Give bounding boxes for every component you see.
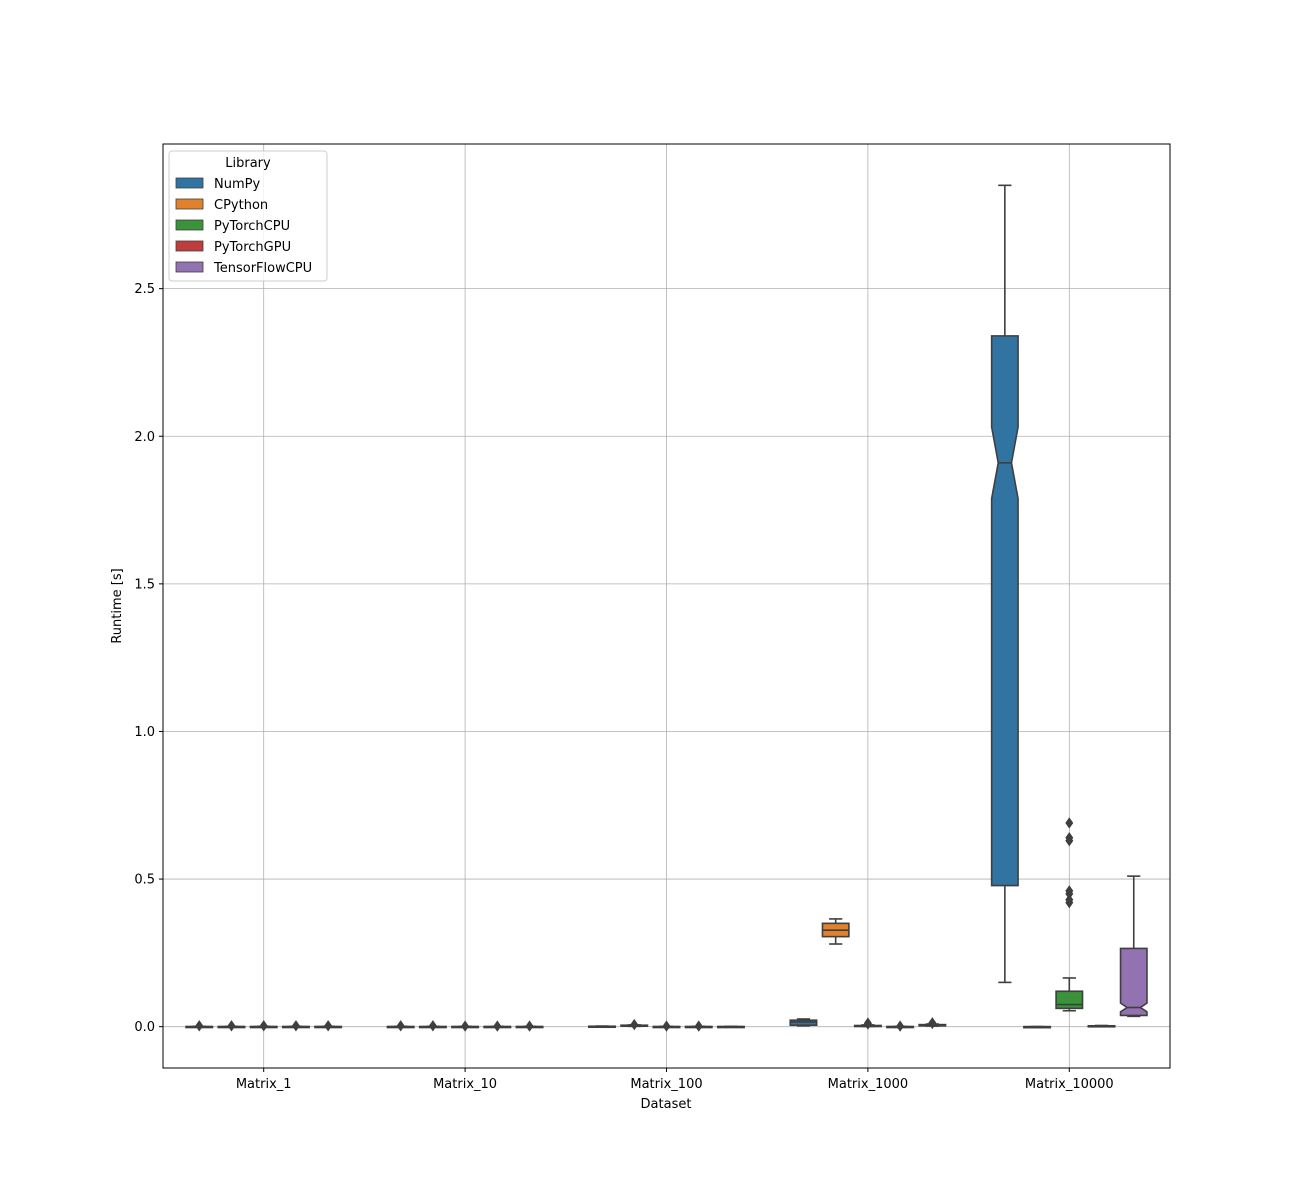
legend-swatch-tensorflowcpu — [175, 261, 204, 273]
x-tick-label-matrix-10: Matrix_10 — [433, 1077, 497, 1092]
box-cpython-matrix-10 — [418, 1020, 447, 1032]
legend-label-cpython: CPython — [214, 198, 268, 213]
legend-swatch-pytorchcpu — [175, 219, 204, 231]
box-pytorchgpu-matrix-100 — [684, 1020, 713, 1032]
box-pytorchcpu-matrix-100 — [652, 1020, 681, 1032]
legend-box — [168, 150, 328, 282]
x-tick-label-matrix-10000: Matrix_10000 — [1025, 1077, 1114, 1092]
outlier-point — [461, 1020, 470, 1032]
box-pytorchgpu-matrix-1000 — [886, 1020, 915, 1032]
y-tick-label: 1.0 — [134, 725, 155, 740]
box-numpy-matrix-100 — [588, 1025, 617, 1029]
box-pytorchcpu-matrix-10000 — [1055, 817, 1084, 1012]
box-tensorflowcpu-matrix-10000 — [1119, 875, 1148, 1018]
outlier-point — [493, 1020, 502, 1032]
outlier-point — [694, 1020, 703, 1032]
legend-title: Library — [225, 156, 271, 171]
legend-swatch-numpy — [175, 177, 204, 189]
legend-swatch-pytorchgpu — [175, 240, 204, 252]
y-tick-label: 1.5 — [134, 577, 155, 592]
legend-label-pytorchgpu: PyTorchGPU — [214, 240, 291, 255]
outlier-point — [1065, 894, 1074, 906]
box-body — [990, 335, 1019, 887]
box-cpython-matrix-100 — [620, 1018, 649, 1031]
outlier-point — [396, 1020, 405, 1032]
box-cpython-matrix-1 — [217, 1020, 246, 1032]
box-pytorchcpu-matrix-1 — [249, 1020, 278, 1032]
y-tick-label: 2.0 — [134, 430, 155, 445]
box-numpy-matrix-10000 — [990, 184, 1019, 984]
box-series — [185, 184, 1148, 1032]
box-pytorchgpu-matrix-10 — [483, 1020, 512, 1032]
box-tensorflowcpu-matrix-1 — [314, 1020, 343, 1032]
box-pytorchgpu-matrix-1 — [281, 1020, 310, 1032]
outlier-point — [896, 1020, 905, 1032]
box-tensorflowcpu-matrix-1000 — [918, 1017, 947, 1030]
legend: Library NumPy CPython PyTorchCPU PyTorchGPU… — [168, 150, 328, 282]
outlier-point — [195, 1020, 204, 1032]
x-axis-ticks: Matrix_1 Matrix_10 Matrix_100 Matrix_1000 Ma… — [236, 1068, 1114, 1092]
box-cpython-matrix-1000 — [821, 918, 850, 945]
box-pytorchcpu-matrix-1000 — [853, 1017, 882, 1030]
grid-lines — [163, 144, 1170, 1068]
box-numpy-matrix-1 — [185, 1020, 214, 1032]
outlier-point — [1065, 832, 1074, 844]
legend-swatch-cpython — [175, 198, 204, 210]
y-tick-label: 2.5 — [134, 282, 155, 297]
legend-label-tensorflowcpu: TensorFlowCPU — [213, 261, 312, 276]
box-pytorchcpu-matrix-10 — [451, 1020, 480, 1032]
box-tensorflowcpu-matrix-10 — [515, 1020, 544, 1032]
box-pytorchgpu-matrix-10000 — [1087, 1024, 1116, 1028]
outlier-point — [428, 1020, 437, 1032]
outlier-point — [863, 1017, 872, 1029]
outlier-point — [227, 1020, 236, 1032]
y-tick-label: 0.5 — [134, 873, 155, 888]
outlier-point — [259, 1020, 268, 1032]
box-body — [1119, 947, 1148, 1017]
x-tick-label-matrix-1: Matrix_1 — [236, 1077, 292, 1092]
box-numpy-matrix-1000 — [789, 1018, 818, 1027]
outlier-point — [324, 1020, 333, 1032]
box-cpython-matrix-10000 — [1023, 1025, 1052, 1029]
y-axis-label: Runtime [s] — [110, 568, 125, 643]
outlier-point — [630, 1018, 639, 1031]
box-numpy-matrix-10 — [386, 1020, 415, 1032]
x-tick-label-matrix-100: Matrix_100 — [630, 1077, 702, 1092]
outlier-point — [662, 1020, 671, 1032]
outlier-point — [1065, 885, 1074, 897]
outlier-point — [928, 1017, 937, 1029]
x-tick-label-matrix-1000: Matrix_1000 — [828, 1077, 909, 1092]
x-axis-label: Dataset — [641, 1097, 692, 1112]
outlier-point — [1065, 817, 1074, 829]
box-tensorflowcpu-matrix-100 — [716, 1025, 745, 1029]
outlier-point — [291, 1020, 300, 1032]
y-tick-label: 0.0 — [134, 1020, 155, 1035]
legend-label-numpy: NumPy — [214, 177, 260, 192]
box-body — [1055, 990, 1084, 1010]
outlier-point — [525, 1020, 534, 1032]
y-axis-ticks: 0.0 0.5 1.0 1.5 2.0 2.5 — [134, 282, 163, 1035]
legend-label-pytorchcpu: PyTorchCPU — [214, 219, 290, 234]
